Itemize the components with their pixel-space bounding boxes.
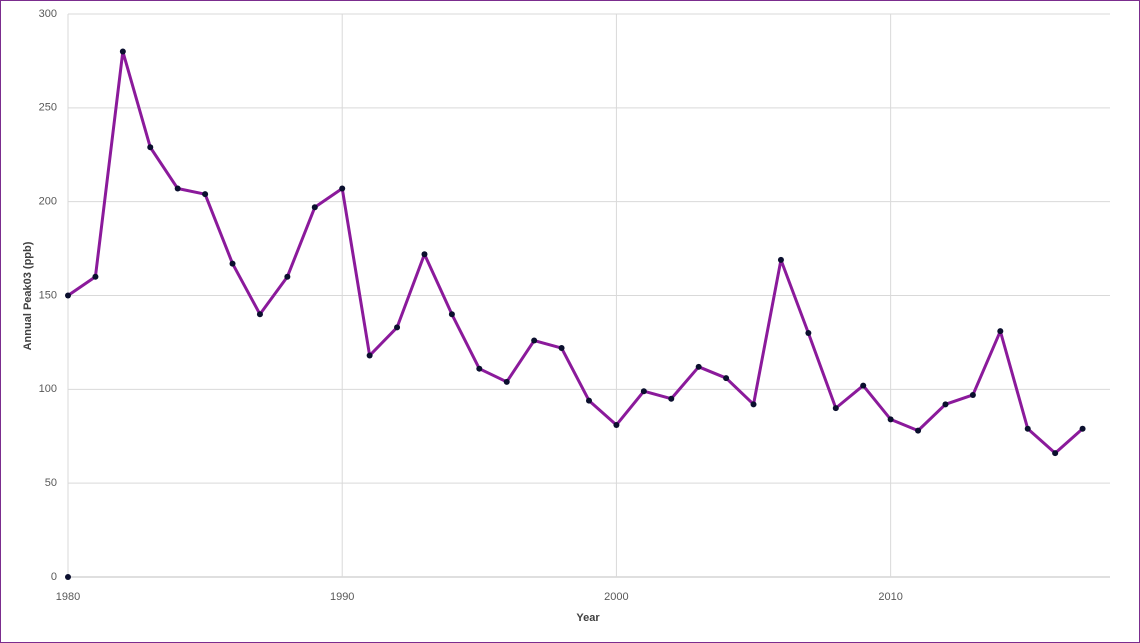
y-tick-label: 200: [39, 196, 57, 208]
data-point: [668, 395, 675, 402]
data-point: [695, 363, 702, 370]
data-point: [640, 388, 647, 395]
data-point: [832, 405, 839, 412]
x-axis-title: Year: [576, 612, 600, 624]
data-point: [202, 191, 209, 198]
data-point: [503, 378, 510, 385]
y-tick-label: 150: [39, 289, 57, 301]
data-point: [805, 330, 812, 337]
data-point: [284, 273, 291, 280]
y-tick-label: 0: [51, 571, 57, 583]
data-point: [531, 337, 538, 344]
x-tick-label: 2010: [878, 591, 902, 603]
data-point: [448, 311, 455, 318]
x-tick-label: 1990: [330, 591, 354, 603]
data-point: [65, 292, 71, 299]
x-tick-label: 1980: [56, 591, 80, 603]
data-point: [339, 185, 346, 192]
series-line: [67, 50, 1084, 455]
data-point: [147, 144, 154, 151]
data-point: [394, 324, 401, 331]
data-point: [750, 401, 757, 408]
y-tick-label: 50: [45, 477, 57, 489]
y-tick-label: 250: [39, 102, 57, 114]
data-point: [1079, 425, 1086, 432]
data-point: [997, 328, 1004, 335]
y-tick-label: 300: [39, 8, 57, 20]
data-point: [65, 574, 71, 580]
data-point: [887, 416, 894, 423]
data-point: [366, 352, 373, 359]
y-axis-title: Annual Peak03 (ppb): [22, 241, 34, 350]
y-tick-label: 100: [39, 383, 57, 395]
data-point: [174, 185, 181, 192]
data-point: [942, 401, 949, 408]
data-point: [613, 421, 620, 428]
data-point: [476, 365, 483, 372]
data-point: [586, 397, 592, 404]
data-point: [558, 345, 565, 352]
data-point: [1024, 425, 1031, 432]
data-point: [915, 427, 922, 434]
data-point: [311, 204, 318, 211]
data-point: [92, 273, 99, 280]
data-point: [256, 311, 263, 318]
data-point: [229, 260, 236, 267]
data-point: [777, 256, 784, 263]
data-point: [119, 48, 126, 55]
data-point: [1052, 450, 1059, 457]
data-point: [421, 251, 428, 258]
x-tick-label: 2000: [604, 591, 628, 603]
data-point: [860, 382, 867, 389]
data-point: [969, 391, 976, 398]
data-point: [723, 375, 730, 382]
